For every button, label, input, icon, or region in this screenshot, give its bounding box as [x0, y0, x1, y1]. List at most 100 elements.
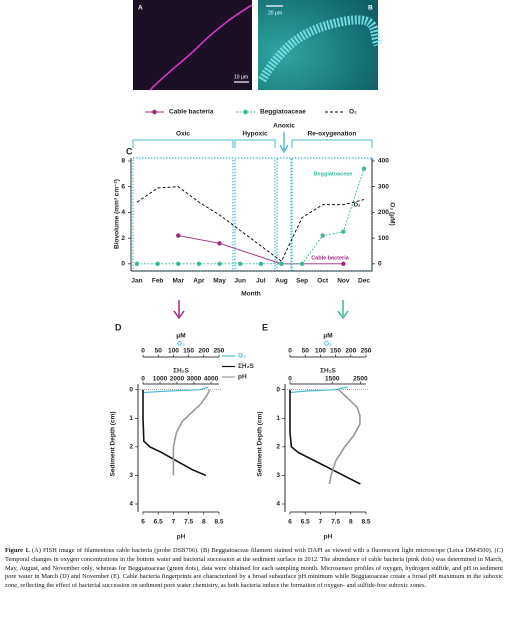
legend-label: pH: [238, 374, 247, 381]
x-tick-label: Jun: [234, 278, 246, 285]
y-axis-label: Biovolume (mm³ cm⁻²): [114, 179, 121, 249]
panel-label: C: [126, 146, 133, 156]
x-tick-label: 1500: [325, 376, 340, 383]
axis-name: O₂: [177, 341, 185, 348]
x-tick-label: Sep: [296, 278, 308, 285]
y2-axis-label: O₂ (μM): [388, 202, 395, 225]
x-tick-label: 7.5: [184, 519, 193, 526]
x-tick-label: Mar: [172, 278, 184, 285]
phase-label: Hypoxic: [242, 131, 268, 138]
y-tick-label: 4: [121, 209, 125, 216]
x-tick-label: May: [213, 278, 226, 285]
profile-line: [289, 386, 348, 394]
x-tick-label: Oct: [317, 278, 329, 285]
series-line: [137, 168, 365, 265]
phase-label: Anoxic: [273, 123, 295, 130]
caption: Figure 1. (A) FISH image of filamentous …: [5, 547, 503, 591]
y2-tick-label: 0: [378, 261, 382, 268]
phase-box: [276, 157, 292, 272]
x-tick-label: 4000: [204, 376, 219, 383]
data-point: [155, 261, 160, 267]
legend-label: O₂: [238, 353, 246, 360]
series-annotation: Beggiatoaceae: [314, 171, 353, 177]
y2-tick-label: 400: [378, 158, 389, 165]
y-tick-label: 4: [276, 501, 280, 508]
y-tick-label: 3: [129, 472, 133, 479]
legend-marker: [243, 109, 248, 115]
x-tick-label: 7: [319, 519, 323, 526]
phase-bracket: [291, 139, 373, 148]
caption-text: (A) FISH image of filamentous cable bact…: [5, 547, 503, 590]
x-tick-label: 7.5: [331, 519, 340, 526]
x-tick-label: 6: [288, 519, 292, 526]
x-tick-label: 0: [288, 376, 292, 383]
phase-label: Oxic: [176, 131, 190, 138]
data-point: [134, 261, 140, 267]
legend-label: O₂: [349, 109, 357, 116]
x-tick-label: 200: [345, 348, 356, 355]
y2-tick-label: 200: [378, 209, 389, 216]
data-point: [320, 233, 325, 238]
x-tick-label: 2500: [353, 376, 368, 383]
x-tick-label: 0: [141, 376, 145, 383]
x-tick-label: 100: [315, 348, 326, 355]
caption-label: Figure 1.: [5, 547, 30, 554]
y2-tick-label: 100: [378, 235, 389, 242]
x-tick-label: 200: [198, 348, 209, 355]
axis-unit: μM: [323, 333, 332, 340]
data-point: [237, 261, 243, 267]
y-axis-label: Sediment Depth (cm): [257, 411, 264, 476]
y-tick-label: 4: [129, 501, 133, 508]
profile-line: [328, 389, 361, 485]
data-point: [217, 241, 222, 246]
y2-tick-label: 300: [378, 183, 389, 190]
panel-label: E: [262, 322, 268, 332]
x-tick-label: 8: [349, 519, 353, 526]
x-tick-label: Apr: [193, 278, 205, 285]
arrow: [279, 132, 289, 154]
x-tick-label: Aug: [275, 278, 288, 285]
data-point: [341, 261, 346, 267]
y-tick-label: 8: [121, 158, 125, 165]
x-tick-label: 150: [330, 348, 341, 355]
filament: [258, 15, 383, 83]
x-tick-label: 8.5: [214, 519, 223, 526]
x-tick-label: 50: [155, 348, 163, 355]
panel-label: B: [368, 5, 373, 12]
legend-label: ΣH₂S: [238, 363, 254, 370]
y-tick-label: 2: [121, 235, 125, 242]
axis-name: ΣH₂S: [320, 368, 336, 375]
arrow: [173, 300, 185, 320]
scale-bar-label: 20 μm: [268, 10, 282, 16]
data-point: [279, 261, 284, 267]
legend-label: Beggiatoaceae: [260, 109, 306, 116]
y-tick-label: 0: [276, 386, 280, 393]
profile-line: [142, 389, 207, 477]
y-axis-label: Sediment Depth (cm): [110, 411, 117, 476]
axis-name: pH: [324, 534, 333, 541]
x-tick-label: 1000: [153, 376, 168, 383]
x-tick-label: Feb: [152, 278, 164, 285]
phase-bracket: [234, 139, 276, 148]
axis-name: O₂: [324, 341, 332, 348]
figure-graphics: A 10 μm B 20 μm C Oxic Hypoxic Anoxic Re-oxy…: [110, 0, 395, 541]
x-tick-label: 8.5: [361, 519, 370, 526]
filament: [149, 4, 253, 91]
profile-line: [289, 389, 361, 485]
x-tick-label: 2000: [170, 376, 185, 383]
x-tick-label: Jul: [256, 278, 266, 285]
panel-label: D: [115, 322, 122, 332]
data-point: [176, 233, 181, 238]
series-line: [178, 235, 344, 265]
legend-marker: [152, 109, 157, 115]
profile-line: [172, 389, 211, 476]
x-tick-label: 7: [172, 519, 176, 526]
phase-bracket: [132, 139, 234, 148]
scale-bar-label: 10 μm: [234, 74, 248, 80]
y-tick-label: 2: [129, 444, 133, 451]
panel-label: A: [138, 5, 143, 12]
x-tick-label: 0: [141, 348, 145, 355]
x-tick-label: 250: [361, 348, 372, 355]
image-a: [133, 0, 252, 90]
x-tick-label: 6: [141, 519, 145, 526]
